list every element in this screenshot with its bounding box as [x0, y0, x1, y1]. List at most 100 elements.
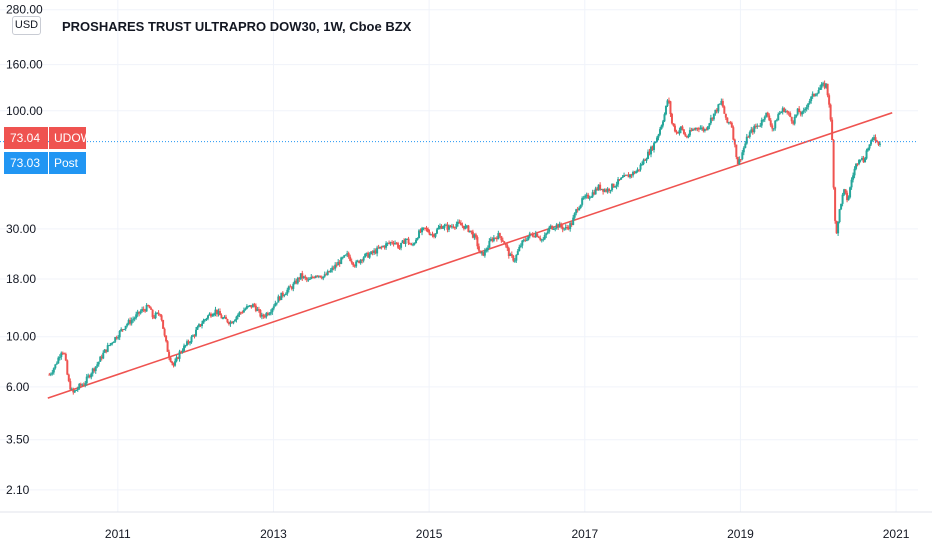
candle-body: [78, 383, 81, 389]
candle-body: [828, 95, 831, 105]
candle-body: [775, 120, 778, 122]
candle-body: [506, 245, 509, 249]
candle-body: [690, 130, 693, 132]
candle-body: [799, 112, 802, 115]
x-tick-label: 2021: [883, 527, 910, 541]
candle-body: [355, 261, 358, 267]
candle-body: [653, 143, 656, 150]
candle-body: [97, 361, 100, 365]
candle-body: [102, 352, 105, 359]
candle-body: [177, 357, 180, 359]
candle-body: [766, 112, 769, 116]
candle-body: [772, 128, 775, 130]
candle-body: [503, 241, 506, 244]
candle-body: [235, 316, 238, 321]
candle-body: [274, 303, 277, 307]
candle-body: [435, 229, 438, 234]
candle-body: [738, 159, 741, 165]
candle-body: [145, 305, 148, 312]
candle-body: [647, 151, 650, 159]
candle-body: [600, 188, 603, 190]
candle-body: [356, 260, 359, 262]
candle-body: [139, 311, 142, 314]
candle-body: [127, 320, 130, 324]
candle-body: [385, 243, 388, 248]
candle-body: [440, 225, 443, 229]
candle-body: [203, 319, 206, 321]
candle-body: [723, 106, 726, 114]
candle-body: [784, 111, 787, 113]
candle-body: [126, 323, 129, 326]
candle-body: [859, 159, 862, 161]
candle-body: [552, 228, 555, 230]
candle-body: [193, 335, 196, 337]
candle-body: [650, 146, 653, 155]
candle-body: [519, 245, 522, 247]
candle-body: [165, 335, 168, 342]
candle-body: [790, 116, 793, 122]
candle-body: [708, 123, 711, 127]
candle-body: [521, 240, 524, 246]
candle-body: [308, 278, 311, 280]
candle-body: [786, 111, 789, 113]
candle-body: [105, 349, 108, 352]
candle-body: [238, 312, 241, 315]
candle-body: [694, 127, 697, 130]
candle-body: [531, 234, 534, 237]
candle-body: [572, 217, 575, 225]
candle-body: [666, 100, 669, 106]
candle-body: [184, 345, 187, 347]
candle-body: [189, 342, 192, 344]
candle-body: [317, 275, 320, 277]
candle-body: [633, 171, 636, 174]
candle-body: [364, 253, 367, 258]
candle-body: [359, 259, 362, 263]
candle-body: [461, 225, 464, 227]
candle-body: [636, 169, 639, 172]
candle-body: [358, 260, 361, 263]
candle-body: [275, 302, 278, 304]
candle-body: [760, 119, 763, 126]
candle-body: [362, 257, 365, 261]
candle-body: [292, 283, 295, 289]
chart-title: PROSHARES TRUST ULTRAPRO DOW30, 1W, Cboe…: [62, 19, 412, 34]
candle-body: [61, 352, 64, 354]
candle-body: [302, 276, 305, 279]
candle-body: [564, 227, 567, 229]
currency-button[interactable]: USD: [12, 16, 41, 35]
candle-body: [224, 316, 227, 320]
post-price-badge-label: Post: [54, 156, 79, 170]
candle-body: [265, 313, 268, 317]
candle-body: [87, 375, 90, 377]
candle-body: [579, 204, 582, 209]
candle-body: [353, 265, 356, 267]
candle-body: [681, 126, 684, 130]
candle-body: [153, 317, 156, 319]
candle-body: [63, 353, 66, 355]
candle-body: [85, 376, 88, 384]
x-tick-label: 2019: [727, 527, 754, 541]
candle-body: [51, 372, 54, 374]
candle-body: [729, 122, 732, 124]
candle-body: [876, 140, 879, 142]
candle-body: [391, 242, 394, 244]
candle-body: [304, 276, 307, 278]
candle-body: [727, 122, 730, 124]
candle-body: [498, 233, 501, 237]
candle-body: [549, 225, 552, 228]
candle-body: [810, 96, 813, 101]
candle-body: [705, 129, 708, 131]
candle-body: [64, 353, 67, 361]
candle-body: [714, 109, 717, 114]
candle-body: [212, 313, 215, 316]
candle-body: [602, 188, 605, 192]
candle-body: [500, 236, 503, 241]
candle-body: [468, 230, 471, 232]
candle-body: [528, 233, 531, 237]
candle-body: [615, 184, 618, 187]
candle-body: [377, 247, 380, 249]
candle-body: [679, 126, 682, 131]
candle-body: [527, 236, 530, 241]
candle-body: [542, 239, 545, 241]
